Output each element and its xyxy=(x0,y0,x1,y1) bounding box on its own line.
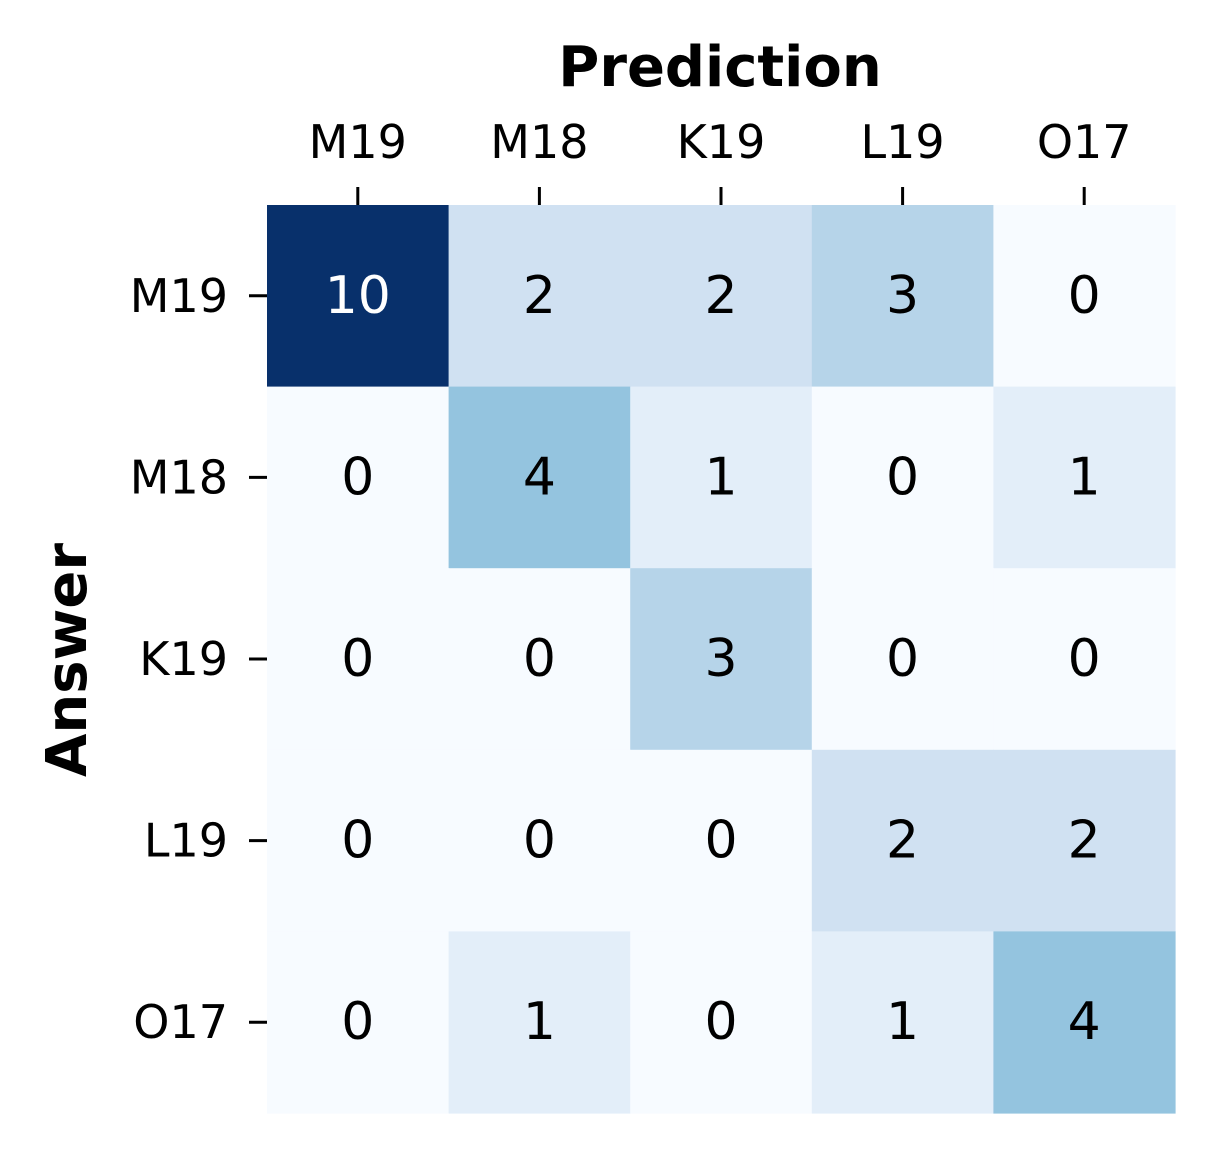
heatmap-cell xyxy=(630,931,813,1114)
cell-value-label: 10 xyxy=(325,266,391,326)
heatmap-cells: 10 2 2 3 00 4 1 0 10 0 3 0 00 0 0 2 20 1 0 1 4 xyxy=(267,205,1176,1114)
y-tick-label: M18 xyxy=(130,450,228,504)
x-tick-label: L19 xyxy=(861,115,945,169)
heatmap-cell xyxy=(448,386,631,569)
heatmap-cell xyxy=(630,205,813,388)
heatmap-cell xyxy=(630,749,813,932)
heatmap-cell xyxy=(267,386,450,569)
heatmap-cell xyxy=(448,568,631,751)
heatmap-cell xyxy=(993,568,1176,751)
heatmap-cell xyxy=(267,205,450,388)
cell-value-label: 4 xyxy=(523,447,556,507)
cell-value-label: 0 xyxy=(341,811,374,871)
y-tick-label: K19 xyxy=(139,632,228,686)
cell-value-label: 0 xyxy=(886,447,919,507)
heatmap-cell xyxy=(267,749,450,932)
heatmap-cell xyxy=(993,205,1176,388)
heatmap-cell xyxy=(811,931,994,1114)
y-tick-label: O17 xyxy=(133,995,228,1049)
heatmap-cell xyxy=(993,749,1176,932)
heatmap-cell xyxy=(993,931,1176,1114)
heatmap-cell xyxy=(630,386,813,569)
x-axis-title: Prediction xyxy=(558,35,881,100)
cell-value-label: 2 xyxy=(704,266,737,326)
y-axis-ticks: M19 M18 K19 L19 O17 xyxy=(130,269,267,1049)
cell-value-label: 0 xyxy=(341,992,374,1052)
cell-value-label: 1 xyxy=(523,992,556,1052)
cell-value-label: 0 xyxy=(341,447,374,507)
heatmap-cell xyxy=(267,931,450,1114)
heatmap-cell xyxy=(811,386,994,569)
cell-value-label: 3 xyxy=(704,629,737,689)
y-tick-label: L19 xyxy=(144,814,228,868)
cell-value-label: 0 xyxy=(523,629,556,689)
heatmap-cell xyxy=(811,749,994,932)
cell-value-label: 1 xyxy=(886,992,919,1052)
cell-value-label: 3 xyxy=(886,266,919,326)
cell-value-label: 0 xyxy=(704,992,737,1052)
heatmap-cell xyxy=(993,386,1176,569)
cell-value-label: 0 xyxy=(1068,629,1101,689)
y-axis-title: Answer xyxy=(35,543,100,777)
x-tick-label: M19 xyxy=(309,115,407,169)
cell-value-label: 0 xyxy=(1068,266,1101,326)
cell-value-label: 0 xyxy=(704,811,737,871)
x-tick-label: O17 xyxy=(1037,115,1132,169)
heatmap-cell xyxy=(811,568,994,751)
heatmap-cell xyxy=(267,568,450,751)
cell-value-label: 4 xyxy=(1068,992,1101,1052)
cell-value-label: 2 xyxy=(886,811,919,871)
x-tick-label: M18 xyxy=(490,115,588,169)
heatmap-cell xyxy=(811,205,994,388)
cell-value-label: 1 xyxy=(704,447,737,507)
heatmap-cell xyxy=(448,931,631,1114)
x-axis-ticks: M19 M18 K19 L19 O17 xyxy=(309,115,1132,205)
heatmap-cell xyxy=(630,568,813,751)
cell-value-label: 0 xyxy=(523,811,556,871)
y-tick-label: M19 xyxy=(130,269,228,323)
heatmap-cell xyxy=(448,205,631,388)
cell-value-label: 2 xyxy=(1068,811,1101,871)
heatmap-cell xyxy=(448,749,631,932)
cell-value-label: 0 xyxy=(886,629,919,689)
cell-value-label: 2 xyxy=(523,266,556,326)
cell-value-label: 0 xyxy=(341,629,374,689)
cell-value-label: 1 xyxy=(1068,447,1101,507)
x-tick-label: K19 xyxy=(677,115,766,169)
